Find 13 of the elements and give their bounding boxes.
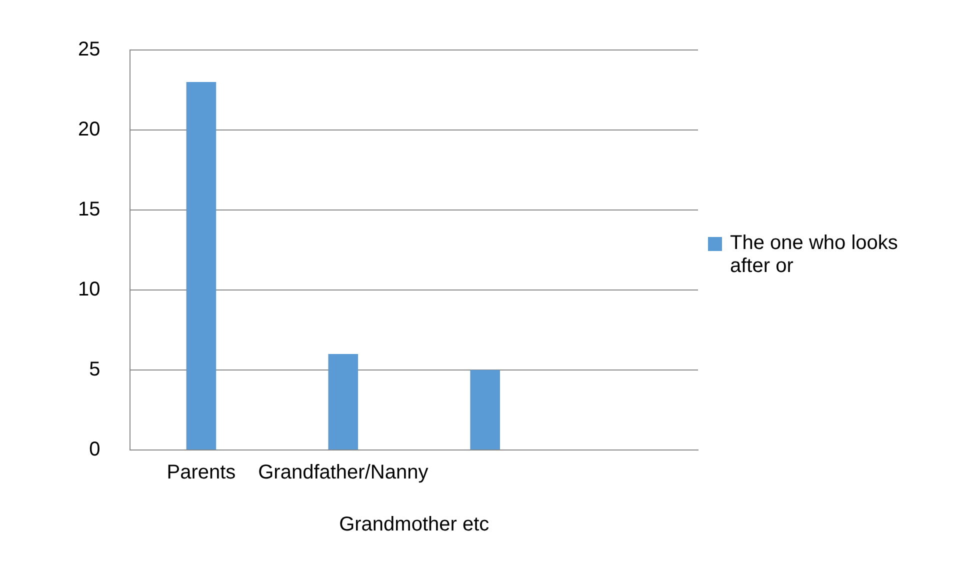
- y-tick-label: 0: [89, 438, 100, 461]
- x-tick-label: Grandfather/Nanny: [258, 462, 428, 484]
- bar: [328, 354, 358, 450]
- y-tick-label: 25: [78, 38, 100, 61]
- y-tick-label: 15: [78, 198, 100, 221]
- y-tick-label: 20: [78, 118, 100, 141]
- legend-label: The one who looks after or: [730, 232, 899, 278]
- x-tick-label: Parents: [166, 462, 236, 484]
- bar: [186, 82, 216, 450]
- bar: [470, 370, 500, 450]
- y-tick-label: 10: [78, 278, 100, 301]
- x-axis-title: Grandmother etc: [339, 514, 490, 536]
- y-tick-label: 5: [89, 358, 100, 381]
